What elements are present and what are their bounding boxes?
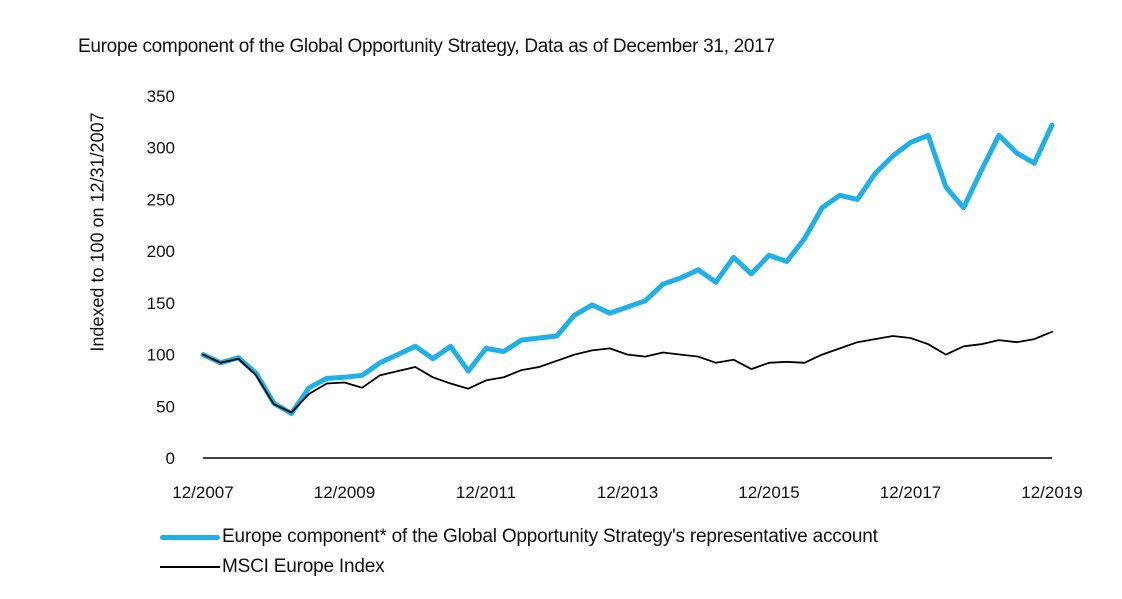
y-tick-label: 200 <box>147 242 175 261</box>
x-tick-label: 12/2019 <box>1021 483 1082 502</box>
x-tick-label: 12/2007 <box>172 483 233 502</box>
legend-swatch-blue <box>160 534 220 540</box>
legend-label: MSCI Europe Index <box>222 556 385 577</box>
x-tick-label: 12/2009 <box>314 483 375 502</box>
y-tick-label: 250 <box>147 190 175 209</box>
legend-label: Europe component* of the Global Opportun… <box>222 526 878 547</box>
x-tick-label: 12/2013 <box>597 483 658 502</box>
legend-swatch-black <box>160 566 220 568</box>
series-lines <box>200 122 1055 416</box>
legend-item-europe-component: Europe component* of the Global Opportun… <box>160 522 878 552</box>
x-tick-label: 12/2015 <box>738 483 799 502</box>
y-tick-label: 300 <box>147 139 175 158</box>
y-tick-label: 150 <box>147 294 175 313</box>
legend: Europe component* of the Global Opportun… <box>160 522 878 582</box>
legend-item-msci-europe: MSCI Europe Index <box>160 552 878 582</box>
series-line-msci-europe <box>202 330 1053 414</box>
y-tick-labels: 0 50 100 150 200 250 300 350 <box>147 87 175 468</box>
x-tick-labels: 12/2007 12/2009 12/2011 12/2013 12/2015 12/20… <box>172 483 1082 502</box>
y-tick-label: 100 <box>147 346 175 365</box>
y-tick-label: 50 <box>156 397 175 416</box>
x-tick-label: 12/2017 <box>880 483 941 502</box>
series-line-europe-component <box>200 122 1055 416</box>
y-tick-label: 350 <box>147 87 175 106</box>
chart-title: Europe component of the Global Opportuni… <box>78 36 775 57</box>
x-tick-label: 12/2011 <box>456 483 516 502</box>
y-tick-label: 0 <box>166 449 175 468</box>
